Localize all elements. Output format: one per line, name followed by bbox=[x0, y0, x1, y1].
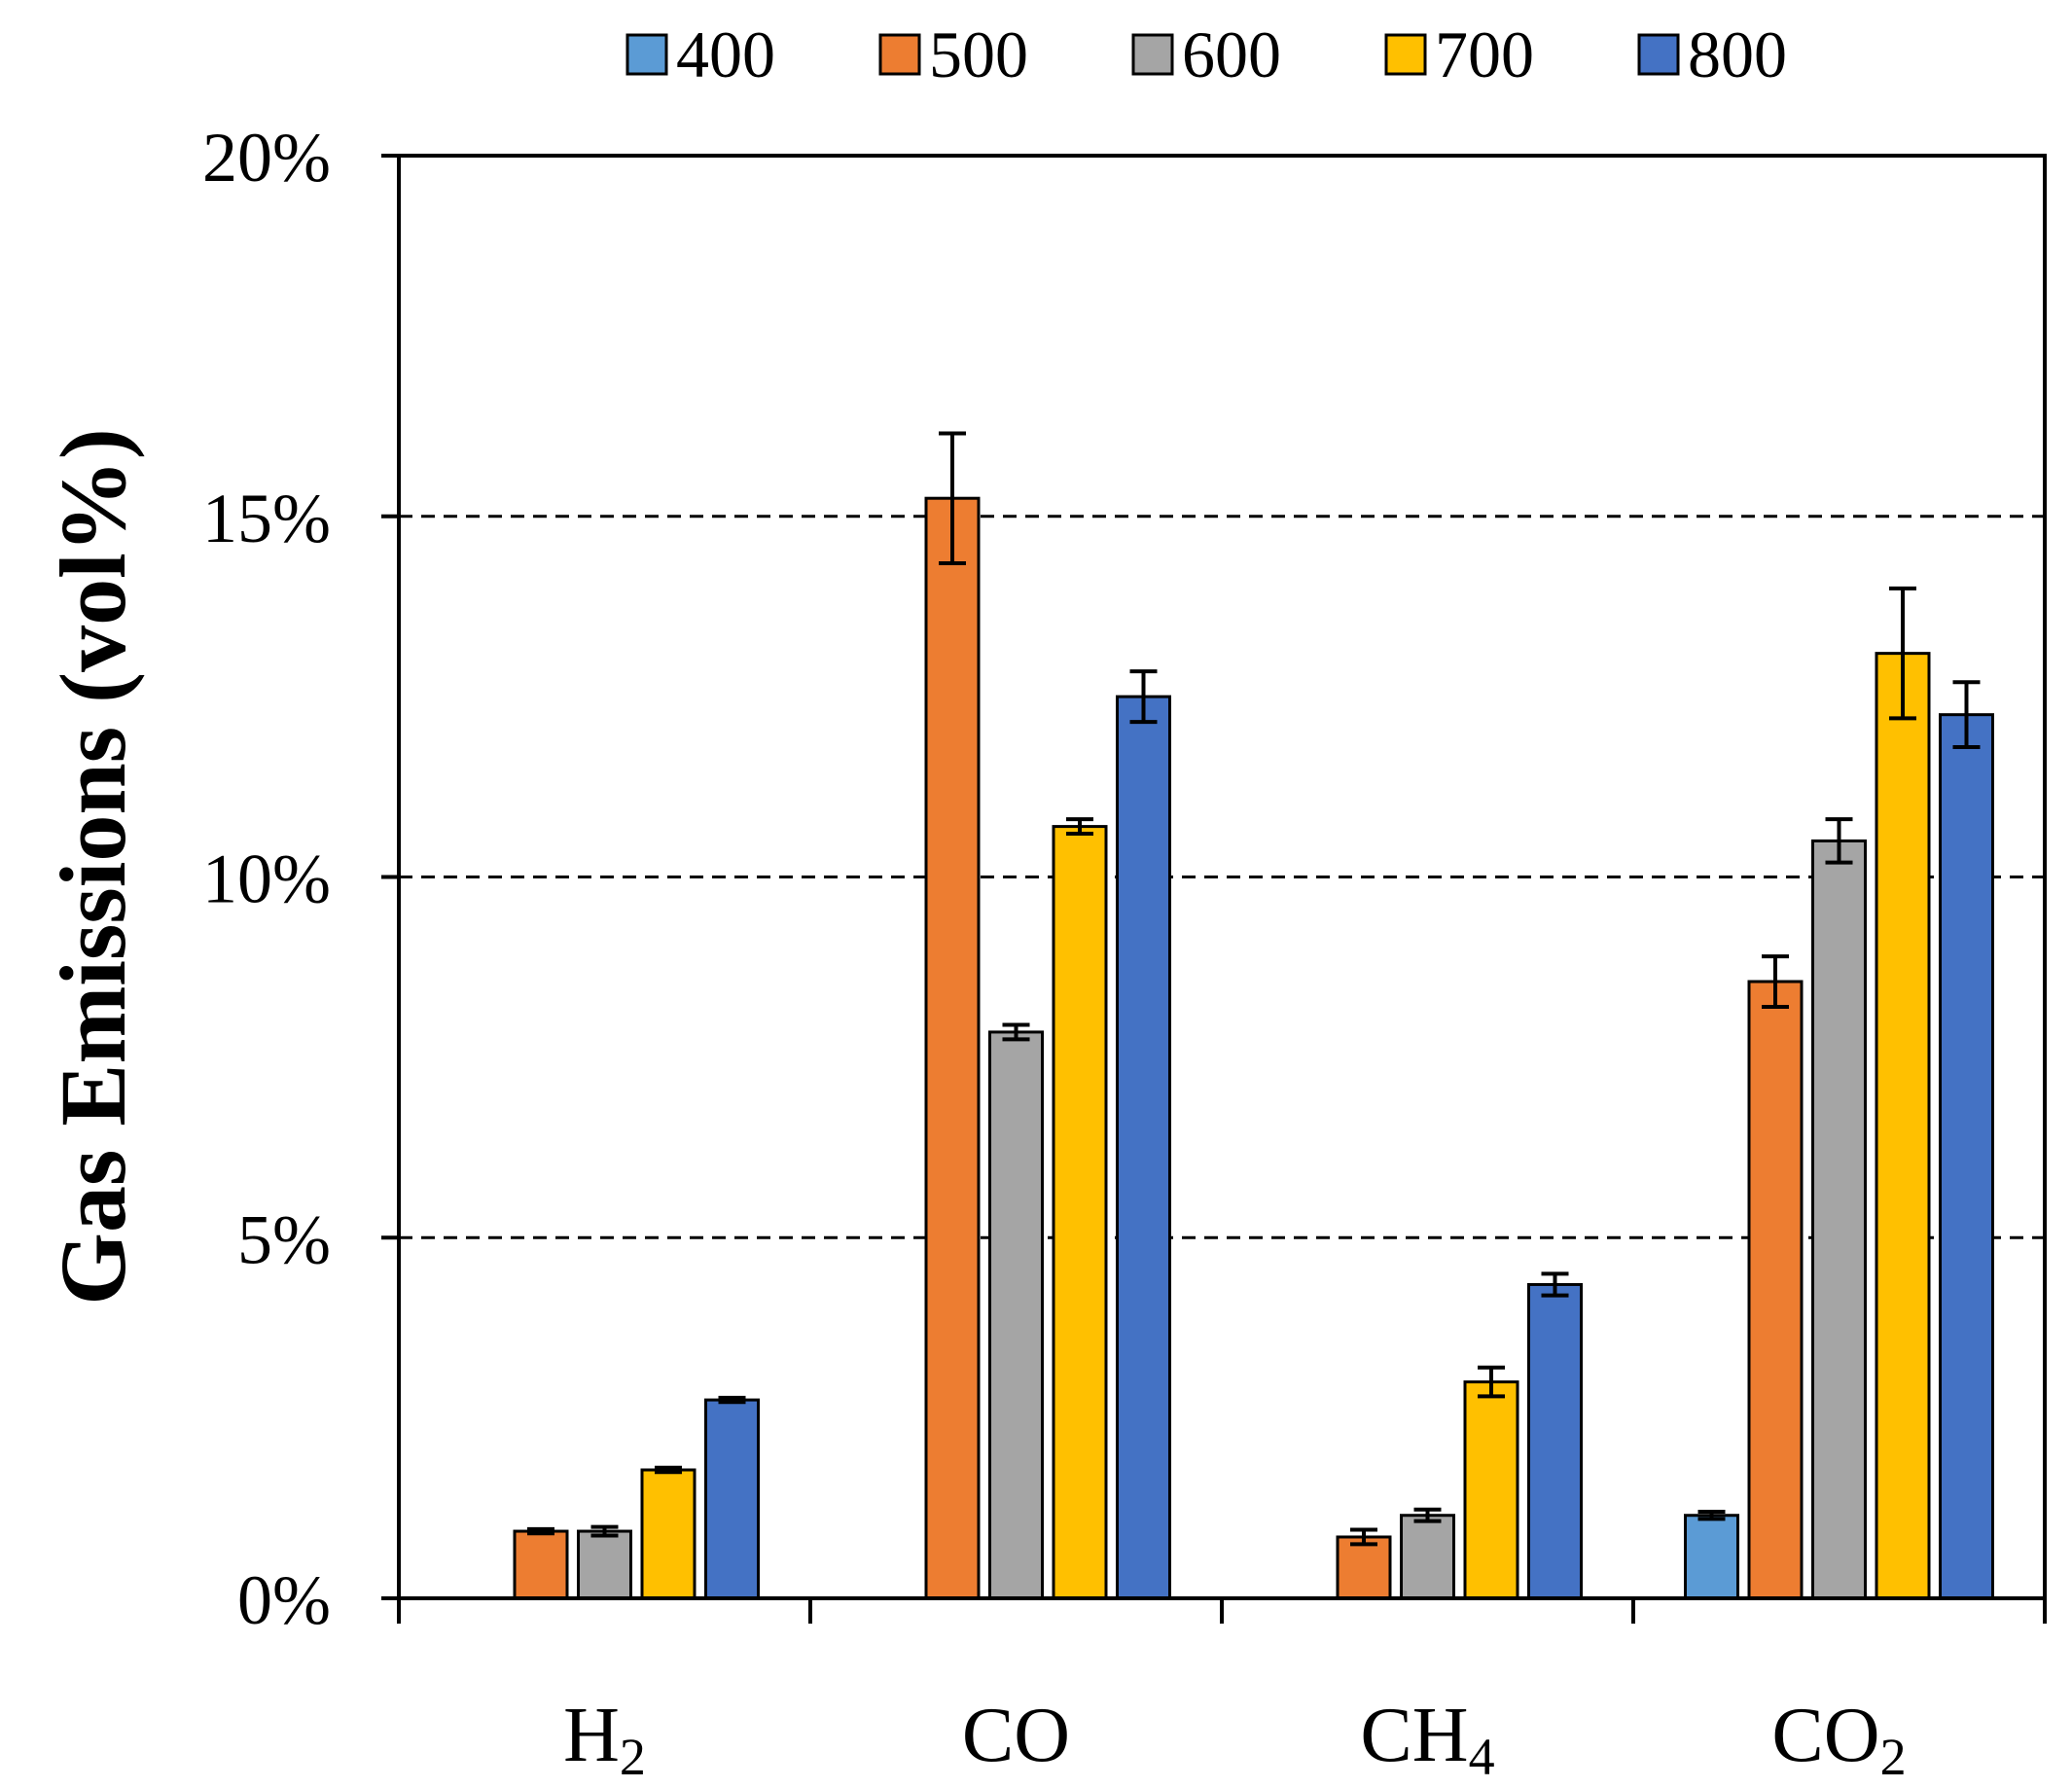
legend-swatch-500 bbox=[878, 33, 921, 76]
legend-label-800: 800 bbox=[1688, 18, 1787, 91]
y-tick-labels: 0% 5% 10% 15% 20% bbox=[202, 119, 331, 1639]
bar-800 bbox=[704, 1398, 760, 1600]
x-category-label: CH4 bbox=[1360, 1693, 1494, 1786]
legend-label-500: 500 bbox=[929, 18, 1028, 91]
bar-800 bbox=[1116, 695, 1171, 1600]
bar-700 bbox=[1463, 1380, 1519, 1600]
bar-400 bbox=[1684, 1514, 1739, 1600]
bar-600 bbox=[1400, 1514, 1455, 1600]
x-category-label: CO bbox=[962, 1693, 1070, 1778]
legend-swatch-600 bbox=[1131, 33, 1174, 76]
bars bbox=[513, 496, 1994, 1600]
bar-500 bbox=[924, 496, 981, 1600]
legend-swatch-700 bbox=[1384, 33, 1427, 76]
legend-label-600: 600 bbox=[1182, 18, 1281, 91]
legend-label-400: 400 bbox=[676, 18, 775, 91]
y-tick-label: 5% bbox=[237, 1200, 331, 1278]
x-category-label: CO2 bbox=[1771, 1693, 1906, 1786]
bar-800 bbox=[1939, 713, 1994, 1600]
bar-500 bbox=[513, 1529, 569, 1600]
legend-swatch-400 bbox=[625, 33, 668, 76]
legend: 400 500 600 700 800 bbox=[625, 18, 1787, 91]
bar-600 bbox=[1811, 839, 1867, 1600]
bar-600 bbox=[577, 1529, 632, 1600]
bar-700 bbox=[1875, 652, 1931, 1600]
error-bars bbox=[527, 431, 1981, 1547]
axes bbox=[381, 154, 2047, 1624]
bar-800 bbox=[1527, 1282, 1583, 1600]
bar-700 bbox=[640, 1468, 697, 1600]
legend-swatch-800 bbox=[1637, 33, 1680, 76]
x-category-label: H2 bbox=[563, 1693, 646, 1786]
legend-label-700: 700 bbox=[1435, 18, 1534, 91]
y-tick-label: 0% bbox=[237, 1561, 331, 1639]
y-tick-label: 20% bbox=[202, 119, 331, 197]
y-tick-label: 10% bbox=[202, 840, 331, 918]
bar-700 bbox=[1052, 825, 1108, 1600]
y-tick-label: 15% bbox=[202, 480, 331, 557]
y-axis-label: Gas Emissions (vol%) bbox=[41, 428, 145, 1305]
x-category-labels: H2 CO CH4 CO2 bbox=[563, 1693, 1906, 1786]
bar-500 bbox=[1747, 980, 1804, 1600]
bar-500 bbox=[1336, 1535, 1392, 1600]
bar-600 bbox=[988, 1030, 1044, 1600]
